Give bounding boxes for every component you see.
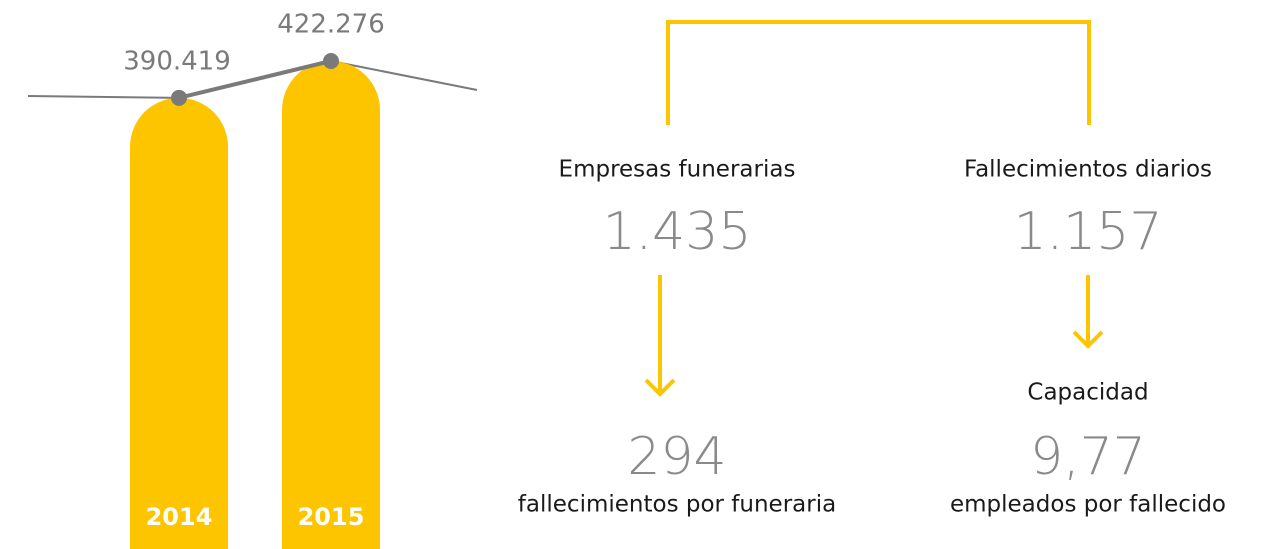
- trend-line: [178, 59, 332, 100]
- trend-line-ext: [330, 60, 478, 91]
- value-label: 390.419: [123, 46, 231, 76]
- stat-result-label: empleados por fallecido: [950, 492, 1226, 518]
- value-label: 422.276: [277, 10, 385, 40]
- stat-result-label: fallecimientos por funeraria: [518, 492, 836, 518]
- bar: [130, 97, 228, 549]
- stat-label: Empresas funerarias: [559, 157, 796, 183]
- bar-chart: 2014 2015 390.419 422.276: [27, 10, 478, 549]
- trend-line-ext: [27, 95, 180, 99]
- arrow: [1072, 275, 1104, 349]
- stat-label: Fallecimientos diarios: [964, 157, 1212, 183]
- stat-sublabel: Capacidad: [1027, 380, 1148, 406]
- stat-result: 294: [627, 427, 726, 487]
- point: [171, 89, 187, 106]
- stat-result: 9,77: [1030, 427, 1146, 487]
- stat-value: 1.157: [1014, 202, 1163, 262]
- bar: [282, 61, 380, 549]
- arrow: [644, 275, 676, 397]
- x-tick-label: 2014: [146, 503, 213, 531]
- x-tick-label: 2015: [298, 503, 365, 531]
- point: [323, 53, 339, 69]
- stat-value: 1.435: [603, 202, 752, 262]
- bracket: [666, 20, 1091, 125]
